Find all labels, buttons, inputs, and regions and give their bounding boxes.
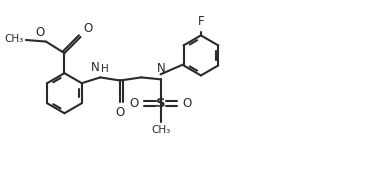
Text: O: O xyxy=(182,97,191,110)
Text: CH₃: CH₃ xyxy=(5,34,24,44)
Text: O: O xyxy=(83,22,92,35)
Text: O: O xyxy=(35,26,44,39)
Text: CH₃: CH₃ xyxy=(151,125,170,135)
Text: F: F xyxy=(198,15,204,28)
Text: O: O xyxy=(115,106,125,119)
Text: N: N xyxy=(156,62,165,75)
Text: N: N xyxy=(91,61,100,74)
Text: H: H xyxy=(101,64,109,74)
Text: S: S xyxy=(156,97,165,110)
Text: O: O xyxy=(130,97,139,110)
